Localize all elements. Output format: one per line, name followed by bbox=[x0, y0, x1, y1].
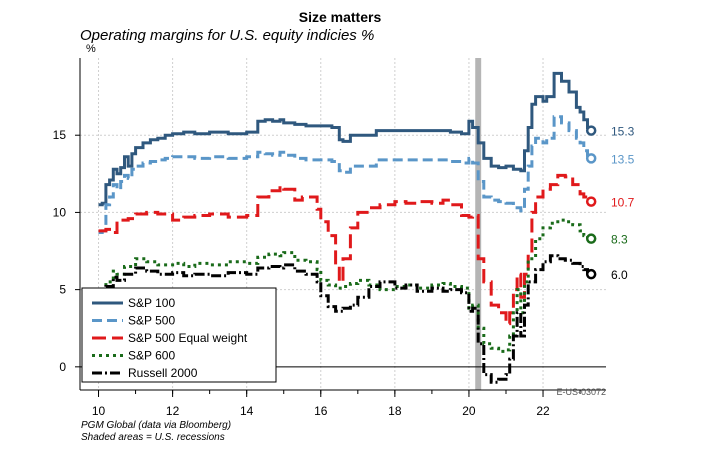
source-line-1: PGM Global (data via Bloomberg) bbox=[81, 420, 231, 431]
y-tick-label: 10 bbox=[53, 205, 67, 219]
series-line bbox=[98, 71, 593, 207]
series-end-label: 8.3 bbox=[611, 233, 628, 247]
series-end-marker bbox=[585, 268, 597, 280]
x-tick-label: 12 bbox=[166, 404, 180, 418]
x-tick-label: 10 bbox=[92, 404, 106, 418]
series-end-marker bbox=[585, 233, 597, 244]
x-tick-label: 16 bbox=[314, 404, 328, 418]
source-line-2: Shaded areas = U.S. recessions bbox=[81, 432, 225, 443]
series-end-marker bbox=[585, 153, 597, 164]
chart-subtitle: Operating margins for U.S. equity indici… bbox=[80, 27, 374, 44]
series-end-label: 10.7 bbox=[611, 196, 635, 210]
series-end-marker bbox=[585, 196, 597, 207]
series-line bbox=[98, 218, 593, 353]
chart-title: Size matters bbox=[299, 9, 382, 25]
legend: S&P 100 S&P 500 S&P 500 Equal weight S&P 60… bbox=[81, 287, 277, 383]
legend-label: S&P 100 bbox=[128, 296, 175, 310]
series-group: 15.3 13.5 10.7 8.3 6.0 bbox=[98, 71, 635, 384]
x-tick-label: 18 bbox=[388, 404, 402, 418]
legend-label: Russell 2000 bbox=[128, 366, 198, 380]
series-end-marker bbox=[585, 125, 597, 136]
series-end-label: 15.3 bbox=[611, 125, 635, 139]
series-line bbox=[98, 115, 593, 234]
x-tick-label: 14 bbox=[240, 404, 254, 418]
legend-label: S&P 500 Equal weight bbox=[128, 331, 248, 345]
series-line bbox=[98, 173, 593, 326]
legend-label: S&P 600 bbox=[128, 349, 175, 363]
axes: 0 5 10 15 10 12 14 16 18 20 22 bbox=[53, 58, 606, 418]
chart-code: E-US-03072 bbox=[556, 387, 606, 397]
y-tick-label: 0 bbox=[59, 360, 66, 374]
x-tick-label: 20 bbox=[462, 404, 476, 418]
y-tick-label: 5 bbox=[59, 283, 66, 297]
series-end-label: 6.0 bbox=[611, 268, 628, 282]
y-tick-label: 15 bbox=[53, 128, 67, 142]
legend-label: S&P 500 bbox=[128, 314, 175, 328]
x-tick-label: 22 bbox=[536, 404, 550, 418]
y-unit-label: % bbox=[86, 43, 96, 55]
series-line bbox=[98, 254, 593, 384]
series-end-label: 13.5 bbox=[611, 152, 635, 166]
